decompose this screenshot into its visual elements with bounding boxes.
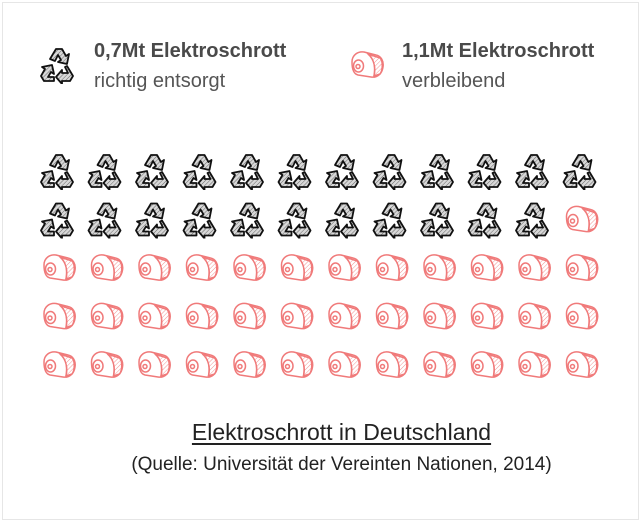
legend-value-remaining: 1,1Mt Elektroschrott [402,40,595,62]
chart-title: Elektroschrott in Deutschland [191,419,492,445]
legend-desc-remaining: verbleibend [402,70,506,92]
legend-text-remaining: 1,1Mt Elektroschrott verbleibend [402,36,594,96]
legend-value-recycled: 0,7Mt Elektroschrott [94,40,287,62]
ham-icon [346,44,386,84]
legend-text-recycled: 0,7Mt Elektroschrott richtig entsorgt [94,36,286,96]
chart-source: (Quelle: Universität der Vereinten Natio… [131,454,552,475]
legend-desc-recycled: richtig entsorgt [94,70,226,92]
recycle-icon [38,44,78,84]
